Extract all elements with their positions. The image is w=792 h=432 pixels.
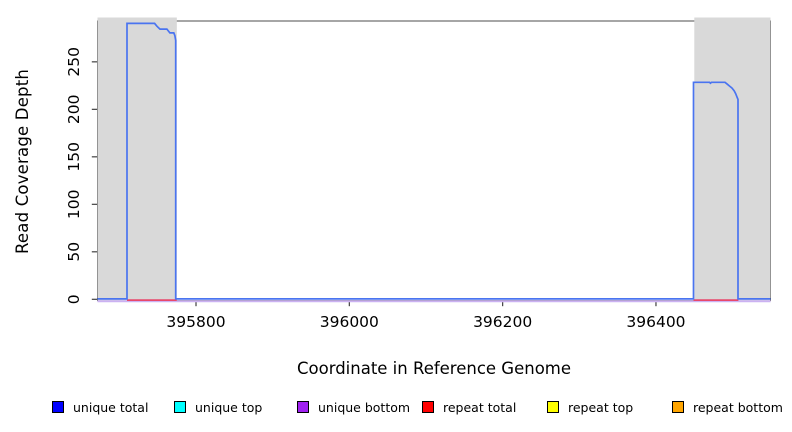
masked-region <box>97 17 177 301</box>
y-axis-title: Read Coverage Depth <box>13 68 32 254</box>
legend-item-unique-total: unique total <box>52 398 148 416</box>
legend-swatch <box>672 401 684 413</box>
y-tick-label: 0 <box>65 294 83 304</box>
legend-label: unique top <box>195 399 263 415</box>
legend-item-repeat-total: repeat total <box>422 398 516 416</box>
masked-region <box>694 17 771 301</box>
legend-item-repeat-bottom: repeat bottom <box>672 398 783 416</box>
legend-item-unique-top: unique top <box>174 398 262 416</box>
legend-item-repeat-top: repeat top <box>547 398 633 416</box>
legend-swatch <box>422 401 434 413</box>
legend-swatch <box>297 401 309 413</box>
x-tick-label: 396400 <box>626 313 685 331</box>
legend-swatch <box>547 401 559 413</box>
y-tick-label: 100 <box>65 190 83 220</box>
legend-label: repeat top <box>568 399 634 415</box>
legend: unique total unique top unique bottom repea… <box>0 398 792 418</box>
legend-item-unique-bottom: unique bottom <box>297 398 410 416</box>
y-tick-label: 250 <box>65 47 83 77</box>
legend-label: unique bottom <box>318 399 411 415</box>
x-tick-label: 396200 <box>473 313 532 331</box>
legend-label: repeat bottom <box>693 399 783 415</box>
y-tick-label: 50 <box>65 242 83 262</box>
x-tick-label: 396000 <box>320 313 379 331</box>
x-tick-label: 395800 <box>166 313 225 331</box>
series-unique-total <box>97 22 771 300</box>
plot-frame <box>97 20 771 302</box>
legend-label: unique total <box>73 399 149 415</box>
y-tick-label: 200 <box>65 95 83 125</box>
legend-label: repeat total <box>443 399 517 415</box>
x-axis-title: Coordinate in Reference Genome <box>296 359 572 378</box>
legend-swatch <box>174 401 186 413</box>
y-tick-label: 150 <box>65 142 83 172</box>
legend-swatch <box>52 401 64 413</box>
